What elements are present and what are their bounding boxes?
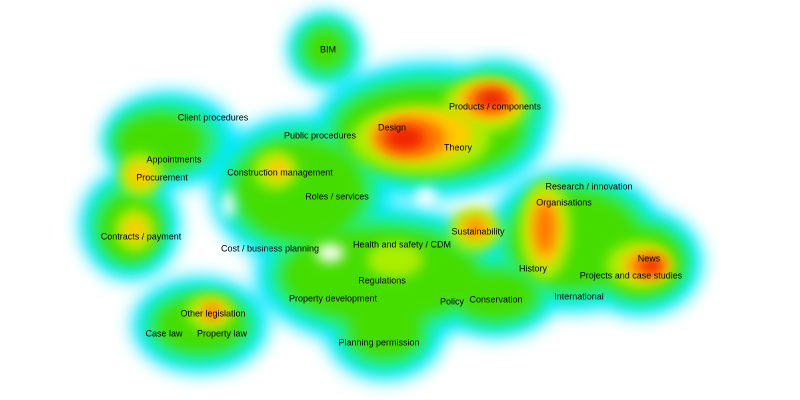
- label-property-law[interactable]: Property law: [197, 328, 248, 338]
- label-regulations[interactable]: Regulations: [358, 275, 406, 285]
- label-appointments[interactable]: Appointments: [146, 154, 202, 164]
- label-design[interactable]: Design: [378, 122, 406, 132]
- label-contracts-payment[interactable]: Contracts / payment: [101, 231, 182, 241]
- label-news[interactable]: News: [638, 253, 661, 263]
- label-client-procedures[interactable]: Client procedures: [178, 112, 249, 122]
- gap-layer: [222, 188, 437, 262]
- label-policy[interactable]: Policy: [440, 296, 465, 306]
- label-international[interactable]: International: [554, 291, 604, 301]
- label-case-law[interactable]: Case law: [145, 328, 183, 338]
- label-roles-services[interactable]: Roles / services: [305, 191, 369, 201]
- label-procurement[interactable]: Procurement: [136, 172, 188, 182]
- label-planning-permission[interactable]: Planning permission: [338, 337, 419, 347]
- label-organisations[interactable]: Organisations: [536, 197, 592, 207]
- label-theory[interactable]: Theory: [444, 142, 473, 152]
- label-health-safety-cdm[interactable]: Health and safety / CDM: [353, 239, 451, 249]
- label-public-procedures[interactable]: Public procedures: [284, 130, 357, 140]
- label-sustainability[interactable]: Sustainability: [451, 226, 505, 236]
- core-layer: [385, 90, 662, 273]
- label-projects-case-studies[interactable]: Projects and case studies: [580, 270, 683, 280]
- label-history[interactable]: History: [519, 263, 548, 273]
- label-construction-management[interactable]: Construction management: [227, 167, 333, 177]
- label-conservation[interactable]: Conservation: [469, 294, 522, 304]
- label-products-components[interactable]: Products / components: [449, 101, 542, 111]
- label-bim[interactable]: BIM: [320, 44, 336, 54]
- label-cost-business-planning[interactable]: Cost / business planning: [221, 243, 319, 253]
- label-layer: BIM Client procedures Public procedures …: [101, 44, 683, 347]
- label-other-legislation[interactable]: Other legislation: [180, 308, 245, 318]
- label-research-innovation[interactable]: Research / innovation: [545, 181, 632, 191]
- label-property-development[interactable]: Property development: [289, 293, 378, 303]
